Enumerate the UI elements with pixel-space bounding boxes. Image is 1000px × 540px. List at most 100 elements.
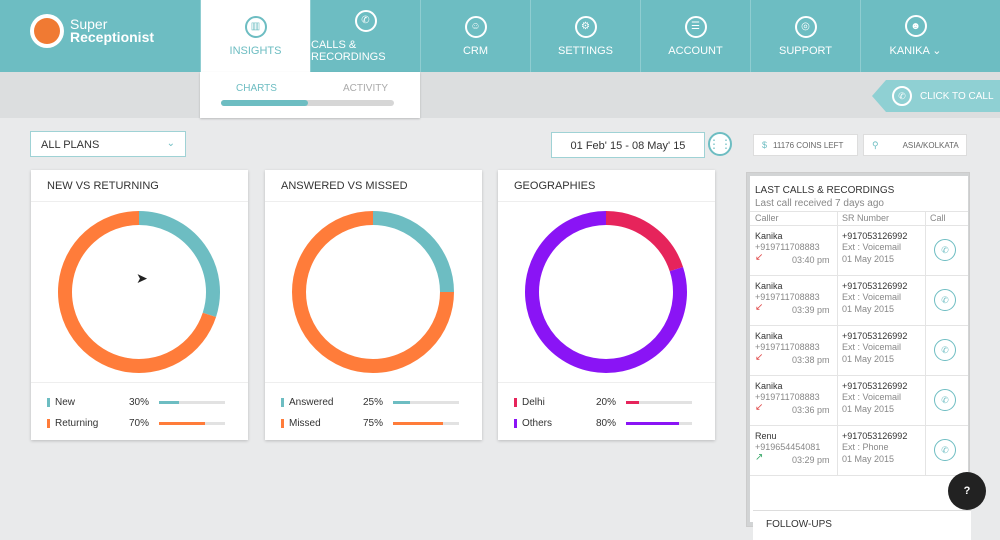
logo[interactable]: Super Receptionist [30,14,154,48]
donut-slice-others [525,211,687,373]
legend-bar [393,401,459,404]
card-title: ANSWERED VS MISSED [265,170,482,202]
legend-percent: 75% [363,418,384,429]
legend-bar-fill [159,401,179,404]
location-icon: ⚲ [872,139,879,150]
legend-bar-fill [626,401,640,404]
legend-bar-fill [393,422,443,425]
call-time: 03:36 pm [792,405,830,415]
extension: Ext : Phone [842,442,889,452]
table-row[interactable]: Kanika +919711708883 ↙ 03:39 pm +91705312699… [750,276,968,326]
nav-crm[interactable]: ☺ CRM [420,0,530,72]
tab-charts[interactable]: CHARTS [236,83,277,94]
list-icon: ☰ [684,15,707,38]
sub-bar [0,72,1000,118]
nav-support[interactable]: ◎ SUPPORT [750,0,860,72]
call-button[interactable]: ✆ [934,439,956,461]
call-date: 01 May 2015 [842,454,895,464]
table-row[interactable]: Kanika +919711708883 ↙ 03:40 pm +91705312699… [750,226,968,276]
donut-slice-new [138,211,220,318]
divider [837,211,838,475]
legend: Delhi 20% Others 80% [498,382,715,429]
legend-bar [626,422,692,425]
extension: Ext : Voicemail [842,392,902,402]
tab-activity[interactable]: ACTIVITY [343,83,389,94]
legend-bar [159,422,225,425]
nav-settings[interactable]: ⚙ SETTINGS [530,0,640,72]
timezone-text: ASIA/KOLKATA [902,140,959,150]
donut-slice-answered [372,211,454,293]
donut-slice-delhi [605,211,684,272]
caller-name: Kanika [755,381,783,391]
table-row[interactable]: Kanika +919711708883 ↙ 03:36 pm +91705312699… [750,376,968,426]
top-bar [0,0,1000,72]
nav-label: SETTINGS [557,44,613,57]
phone-icon: ✆ [354,9,377,32]
legend-bar [626,401,692,404]
call-date: 01 May 2015 [842,304,895,314]
nav-label: CALLS & RECORDINGS [311,38,386,63]
legend: Answered 25% Missed 75% [265,382,482,429]
incoming-arrow-icon: ↙ [755,402,764,413]
donut-chart [292,211,454,373]
lifebuoy-icon: ◎ [794,15,817,38]
nav-account[interactable]: ☰ ACCOUNT [640,0,750,72]
user-icon: ☻ [904,15,927,37]
sr-number: +917053126992 [842,231,908,241]
card-title: GEOGRAPHIES [498,170,715,202]
help-button[interactable]: ? [948,472,986,510]
call-time: 03:40 pm [792,255,830,265]
plans-select[interactable]: ALL PLANS ⌄ [30,131,186,157]
legend-bar-fill [159,422,206,425]
call-button[interactable]: ✆ [934,289,956,311]
legend-swatch [281,419,284,428]
chevron-down-icon: ⌄ [166,138,175,149]
caller-name: Kanika [755,231,783,241]
call-button[interactable]: ✆ [934,239,956,261]
incoming-arrow-icon: ↙ [755,302,764,313]
call-button[interactable]: ✆ [934,389,956,411]
column-header-call: Call [930,213,946,223]
call-button[interactable]: ✆ [934,339,956,361]
timezone-badge: ⚲ ASIA/KOLKATA [863,134,967,156]
legend-name: Missed [289,418,321,429]
nav-insights[interactable]: ▥ INSIGHTS [200,0,310,72]
legend-row: Delhi 20% [514,396,704,410]
click-to-call-button[interactable]: ✆ CLICK TO CALL [872,80,1000,112]
legend: New 30% Returning 70% [31,382,248,429]
main-nav: ▥ INSIGHTS ✆ CALLS & RECORDINGS ☺ CRM ⚙ … [200,0,970,72]
donut-chart [58,211,220,373]
chart-icon: ▥ [244,15,267,38]
legend-row: New 30% [47,396,237,410]
plans-value: ALL PLANS [41,139,100,151]
nav-user-menu[interactable]: ☻ KANIKA ⌄ [860,0,970,72]
caller-phone: +919654454081 [755,442,821,452]
call-time: 03:38 pm [792,355,830,365]
donut-slice-missed [292,211,454,373]
divider [750,225,968,226]
grid-icon[interactable]: ⋮⋮ [708,132,732,156]
users-icon: ☺ [464,15,487,38]
date-range-picker[interactable]: 01 Feb' 15 - 08 May' 15 [551,132,705,158]
subtab-indicator [221,100,308,106]
subtab-indicator-track [221,100,394,106]
sr-number: +917053126992 [842,331,908,341]
caller-name: Renu [755,431,777,441]
incoming-arrow-icon: ↙ [755,352,764,363]
legend-bar-fill [626,422,679,425]
donut-slice-returning [58,211,217,373]
caller-phone: +919711708883 [755,342,820,352]
chevron-down-icon: ⌄ [932,45,942,57]
legend-name: Returning [55,418,99,429]
legend-row: Answered 25% [281,396,471,410]
legend-swatch [514,419,517,428]
last-calls-list: LAST CALLS & RECORDINGS Last call receiv… [750,176,971,540]
legend-swatch [281,398,284,407]
table-row[interactable]: Renu +919654454081 ↗ 03:29 pm +917053126992 E… [750,426,968,476]
table-row[interactable]: Kanika +919711708883 ↙ 03:38 pm +91705312699… [750,326,968,376]
coins-text: 11176 COINS LEFT [773,140,844,150]
nav-calls-recordings[interactable]: ✆ CALLS & RECORDINGS [310,0,420,72]
legend-percent: 70% [129,418,150,429]
nav-label: INSIGHTS [229,44,282,57]
followups-header[interactable]: FOLLOW-UPS [753,510,971,540]
